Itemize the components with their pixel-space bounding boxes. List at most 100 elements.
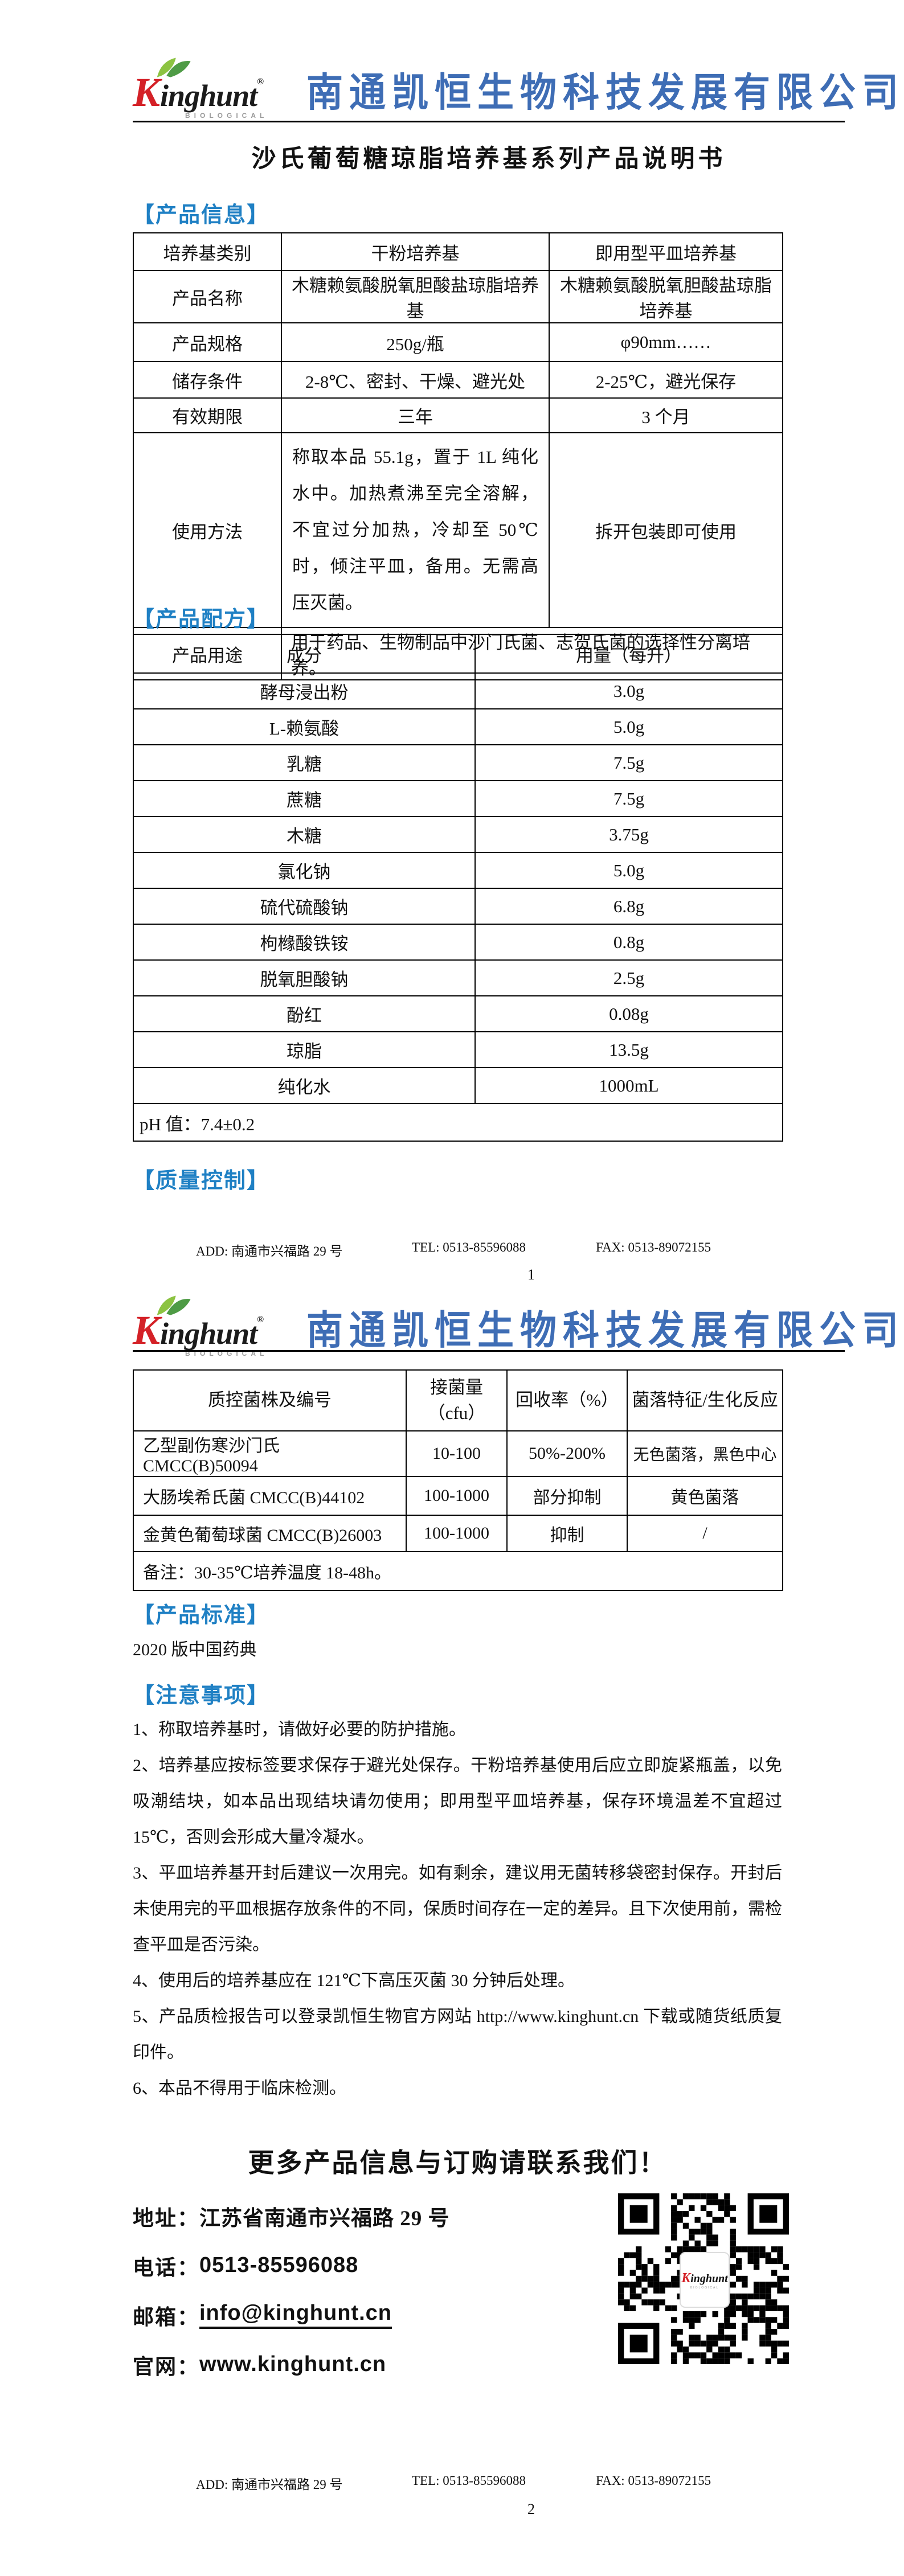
- qr-code-pattern: [618, 2193, 789, 2364]
- table-row: 乳糖 7.5g: [133, 744, 783, 781]
- section-header-quality-control: 【质量控制】: [133, 1169, 270, 1193]
- qc-recovery: 50%-200%: [506, 1430, 628, 1477]
- address-value: 江苏省南通市兴福路 29 号: [199, 2206, 450, 2230]
- logo-wordmark: Kinghunt®: [133, 72, 264, 113]
- qc-inoculum: 100-1000: [406, 1476, 508, 1516]
- logo-k-letter: K: [133, 1307, 161, 1353]
- ingredient-amount: 7.5g: [475, 744, 783, 781]
- logo-k-letter: K: [133, 69, 161, 115]
- info-cell: 木糖赖氨酸脱氧胆酸盐琼脂培养基: [549, 270, 783, 323]
- table-row: 大肠埃希氏菌 CMCC(B)44102 100-1000 部分抑制 黄色菌落: [133, 1476, 783, 1516]
- table-row: 木糖 3.75g: [133, 816, 783, 853]
- note-item: 6、本品不得用于临床检测。: [133, 2079, 346, 2098]
- kinghunt-logo: Kinghunt® BIOLOGICAL: [133, 57, 306, 122]
- info-cell: 2-8℃、密封、干燥、避光处: [281, 361, 550, 399]
- table-row: L-赖氨酸 5.0g: [133, 708, 783, 745]
- qr-logo-subtitle: BIOLOGICAL: [690, 2286, 719, 2290]
- qc-header-inoculum-line2: （cfu）: [427, 1402, 486, 1423]
- ingredient-name: 乳糖: [133, 744, 476, 781]
- qc-characteristic: 黄色菌落: [627, 1476, 783, 1516]
- ingredient-amount: 3.75g: [475, 816, 783, 853]
- ingredient-amount: 0.8g: [475, 924, 783, 961]
- formula-header-ingredient: 成分: [133, 634, 476, 674]
- email-label: 邮箱：: [133, 2306, 199, 2329]
- notes-list: 1、称取培养基时，请做好必要的防护措施。 2、培养基应按标签要求保存于避光处保存…: [133, 1712, 782, 2106]
- table-row: 金黄色葡萄球菌 CMCC(B)26003 100-1000 抑制 /: [133, 1515, 783, 1552]
- info-cell: 250g/瓶: [281, 322, 550, 362]
- info-cell: 干粉培养基: [281, 232, 550, 271]
- footer-address: ADD: 南通市兴福路 29 号: [196, 1244, 343, 1258]
- table-row: 蔗糖 7.5g: [133, 780, 783, 817]
- section-header-product-standard: 【产品标准】: [133, 1603, 270, 1627]
- page-number-text: 1: [527, 1266, 535, 1283]
- table-row: 纯化水 1000mL: [133, 1067, 783, 1104]
- info-cell: 即用型平皿培养基: [549, 232, 783, 271]
- ingredient-name: 酚红: [133, 995, 476, 1032]
- leaf-icon: [152, 56, 194, 79]
- page2-header: Kinghunt® BIOLOGICAL 南通凯恒生物科技发展有限公司: [133, 1294, 898, 1361]
- footer-address: ADD: 南通市兴福路 29 号: [196, 2477, 343, 2492]
- info-cell: 木糖赖氨酸脱氧胆酸盐琼脂培养基: [281, 270, 550, 323]
- contact-address-line: 地址： 江苏省南通市兴福路 29 号: [133, 2191, 611, 2241]
- phone-value: 0513-85596088: [199, 2253, 359, 2277]
- note-item: 3、平皿培养基开封后建议一次用完。如有剩余，建议用无菌转移袋密封保存。开封后未使…: [133, 1864, 782, 1954]
- ingredient-name: 纯化水: [133, 1067, 476, 1104]
- page-number-text: 2: [527, 2501, 535, 2517]
- contact-web-line: 官网： www.kinghunt.cn: [133, 2340, 611, 2389]
- ingredient-amount: 3.0g: [475, 672, 783, 709]
- table-row: 枸橼酸铁铵 0.8g: [133, 924, 783, 961]
- info-cell: 2-25℃，避光保存: [549, 361, 783, 399]
- info-row-label: 产品名称: [133, 270, 282, 323]
- table-row: 酵母浸出粉 3.0g: [133, 672, 783, 709]
- qc-characteristic: 无色菌落，黑色中心: [627, 1430, 783, 1477]
- leaf-icon: [152, 1294, 194, 1316]
- footer-tel: TEL: 0513-85596088: [412, 1240, 526, 1254]
- qc-remark-row: 备注：30-35℃培养温度 18-48h。: [133, 1551, 783, 1591]
- qr-center-logo: Kinghunt BIOLOGICAL: [680, 2252, 730, 2308]
- table-row: 备注：30-35℃培养温度 18-48h。: [133, 1551, 783, 1591]
- qc-header-inoculum-line1: 接菌量: [430, 1377, 483, 1397]
- section-header-notes: 【注意事项】: [133, 1684, 270, 1708]
- note-item: 1、称取培养基时，请做好必要的防护措施。: [133, 1720, 466, 1739]
- ingredient-amount: 2.5g: [475, 959, 783, 996]
- phone-label: 电话：: [133, 2256, 199, 2280]
- table-row: 使用方法 称取本品 55.1g，置于 1L 纯化水中。加热煮沸至完全溶解，不宜过…: [133, 432, 783, 628]
- table-row: 乙型副伤寒沙门氏 CMCC(B)50094 10-100 50%-200% 无色…: [133, 1430, 783, 1477]
- table-row: pH 值：7.4±0.2: [133, 1103, 783, 1142]
- note-item: 4、使用后的培养基应在 121℃下高压灭菌 30 分钟后处理。: [133, 1971, 575, 1990]
- table-row: 硫代硫酸钠 6.8g: [133, 888, 783, 925]
- table-row: 酚红 0.08g: [133, 995, 783, 1032]
- usage-instructions-cell: 称取本品 55.1g，置于 1L 纯化水中。加热煮沸至完全溶解，不宜过分加热，冷…: [281, 432, 550, 628]
- info-cell: 拆开包装即可使用: [549, 432, 783, 628]
- info-cell: 3 个月: [549, 397, 783, 433]
- qr-code: Kinghunt BIOLOGICAL: [618, 2193, 789, 2364]
- ingredient-name: 氯化钠: [133, 852, 476, 889]
- ingredient-amount: 13.5g: [475, 1031, 783, 1068]
- email-link[interactable]: info@kinghunt.cn: [199, 2301, 392, 2329]
- ingredient-name: L-赖氨酸: [133, 708, 476, 745]
- note-item: 2、培养基应按标签要求保存于避光处保存。干粉培养基使用后应立即旋紧瓶盖，以免吸潮…: [133, 1756, 782, 1847]
- contact-phone-line: 电话： 0513-85596088: [133, 2241, 611, 2290]
- footer-fax: FAX: 0513-89072155: [596, 1240, 711, 1254]
- table-row: 成分 用量（每升）: [133, 634, 783, 674]
- qc-strain: 乙型副伤寒沙门氏 CMCC(B)50094: [133, 1430, 407, 1477]
- table-row: 氯化钠 5.0g: [133, 852, 783, 889]
- company-name: 南通凯恒生物科技发展有限公司: [306, 1308, 904, 1353]
- logo-wordmark: Kinghunt®: [133, 1310, 264, 1351]
- registered-mark-icon: ®: [257, 76, 264, 87]
- qr-logo-wordmark: Kinghunt: [681, 2270, 728, 2286]
- table-row: 产品规格 250g/瓶 φ90mm……: [133, 322, 783, 362]
- ingredient-amount: 1000mL: [475, 1067, 783, 1104]
- table-row: 产品名称 木糖赖氨酸脱氧胆酸盐琼脂培养基 木糖赖氨酸脱氧胆酸盐琼脂培养基: [133, 270, 783, 323]
- page2-footer: ADD: 南通市兴福路 29 号 TEL: 0513-85596088 FAX:…: [133, 2474, 845, 2492]
- qc-recovery: 部分抑制: [506, 1476, 628, 1516]
- registered-mark-icon: ®: [257, 1314, 264, 1324]
- ingredient-name: 蔗糖: [133, 780, 476, 817]
- info-cell: 三年: [281, 397, 550, 433]
- contact-block: 地址： 江苏省南通市兴福路 29 号 电话： 0513-85596088 邮箱：…: [133, 2191, 611, 2389]
- ingredient-name: 木糖: [133, 816, 476, 853]
- header-divider: [133, 121, 845, 122]
- ingredient-amount: 5.0g: [475, 852, 783, 889]
- contact-heading: 更多产品信息与订购请联系我们！: [248, 2148, 667, 2177]
- formula-header-amount: 用量（每升）: [475, 634, 783, 674]
